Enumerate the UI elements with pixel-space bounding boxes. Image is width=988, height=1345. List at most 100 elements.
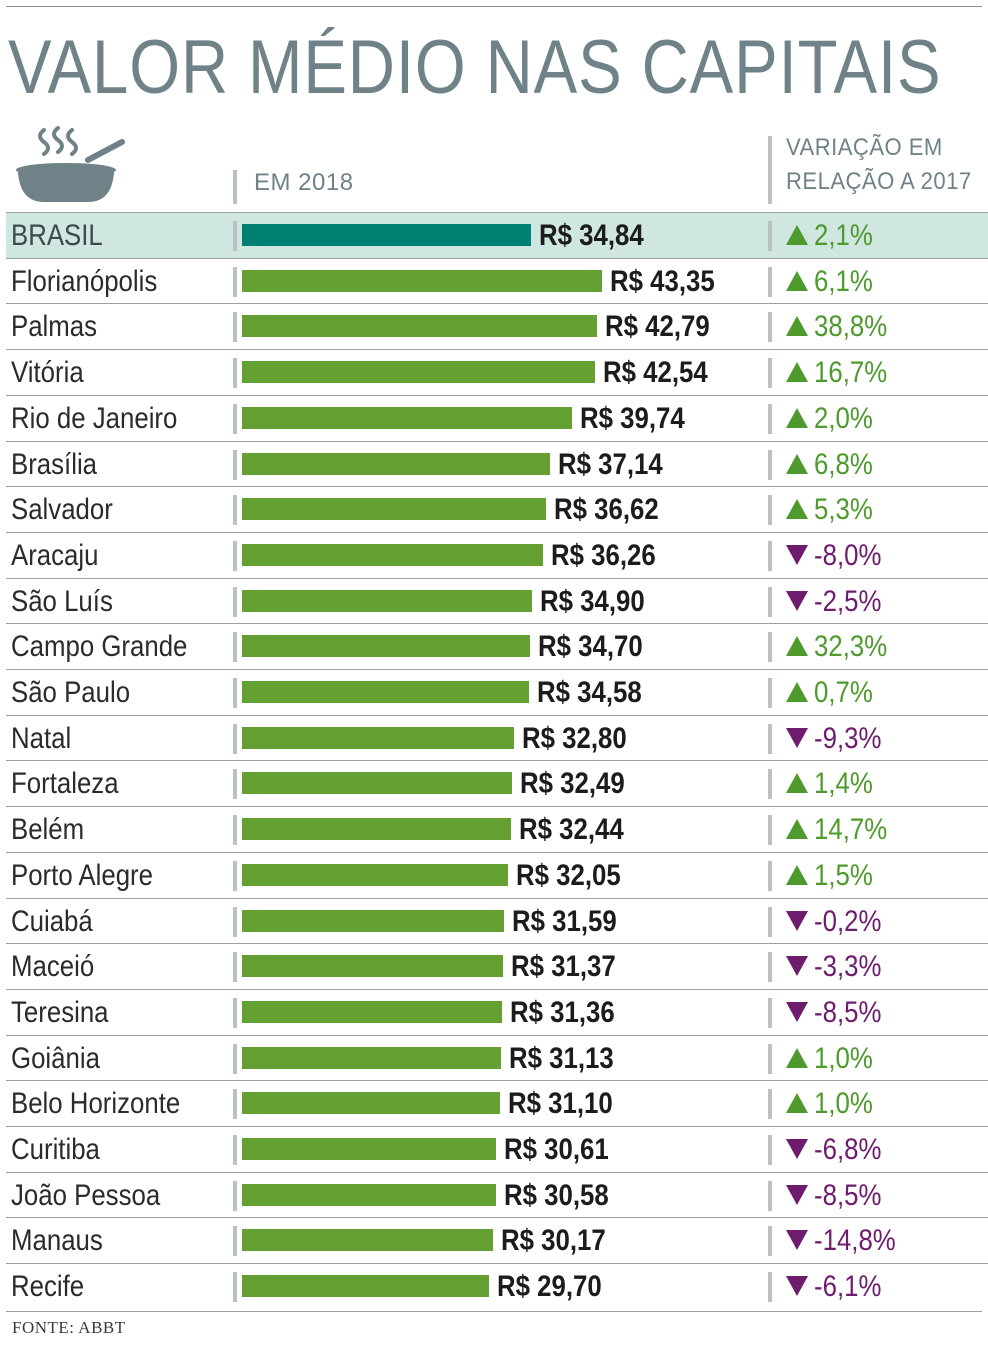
bar bbox=[242, 224, 532, 246]
category-label: Cuiabá bbox=[11, 904, 93, 938]
variation-label: 0,7% bbox=[814, 676, 873, 709]
table-row: Brasília R$ 37,14 6,8% bbox=[6, 440, 988, 487]
variation-label: -6,1% bbox=[814, 1270, 882, 1304]
category-label: Natal bbox=[11, 721, 72, 755]
bar bbox=[242, 818, 512, 841]
value-header-separator bbox=[233, 170, 237, 204]
triangle-down-icon bbox=[786, 1230, 808, 1251]
category-label: Salvador bbox=[11, 493, 113, 527]
triangle-down-icon bbox=[786, 727, 808, 748]
variation-label: -9,3% bbox=[814, 721, 882, 755]
triangle-up-icon bbox=[786, 316, 808, 337]
bar-value-label: R$ 36,26 bbox=[551, 538, 656, 572]
table-row: Cuiabá R$ 31,59 -0,2% bbox=[6, 897, 988, 944]
column-separator bbox=[768, 860, 772, 891]
bar bbox=[242, 909, 505, 932]
variation-header-separator bbox=[768, 136, 772, 204]
triangle-up-icon bbox=[786, 1093, 808, 1114]
column-separator bbox=[768, 586, 772, 617]
table-row: Manaus R$ 30,17 -14,8% bbox=[6, 1217, 988, 1263]
variation-label: 1,5% bbox=[814, 858, 873, 892]
column-separator bbox=[233, 540, 237, 571]
column-separator bbox=[233, 1226, 237, 1257]
category-label: Aracaju bbox=[11, 538, 99, 572]
bar-value-label: R$ 32,44 bbox=[519, 813, 625, 847]
column-separator bbox=[233, 403, 237, 434]
variation-label: 6,8% bbox=[814, 447, 873, 481]
column-separator bbox=[233, 723, 237, 754]
bar-value-label: R$ 37,14 bbox=[558, 447, 664, 481]
category-label: Belém bbox=[11, 813, 85, 847]
bar-value-label: R$ 32,05 bbox=[516, 858, 621, 892]
variation-label: 14,7% bbox=[814, 813, 888, 847]
column-separator bbox=[768, 906, 772, 937]
table-row: Recife R$ 29,70 -6,1% bbox=[6, 1263, 988, 1309]
triangle-up-icon bbox=[786, 453, 808, 474]
column-separator bbox=[233, 1180, 237, 1211]
column-separator bbox=[768, 723, 772, 754]
chart-title: VALOR MÉDIO NAS CAPITAIS bbox=[8, 25, 942, 110]
table-row: Aracaju R$ 36,26 -8,0% bbox=[6, 531, 988, 578]
table-row: Belo Horizonte R$ 31,10 1,0% bbox=[6, 1080, 988, 1126]
bar bbox=[242, 543, 544, 566]
table-row: Fortaleza R$ 32,49 1,4% bbox=[6, 760, 988, 806]
variation-column-header-line2: RELAÇÃO A 2017 bbox=[786, 168, 972, 195]
column-separator bbox=[768, 769, 772, 800]
variation-label: -8,5% bbox=[814, 995, 882, 1029]
bar bbox=[242, 726, 515, 749]
column-separator bbox=[768, 221, 772, 251]
bar-value-label: R$ 43,35 bbox=[610, 264, 715, 298]
category-label: São Luís bbox=[11, 584, 113, 618]
bar-value-label: R$ 34,58 bbox=[537, 676, 642, 709]
variation-label: 1,0% bbox=[814, 1087, 873, 1121]
triangle-up-icon bbox=[786, 225, 808, 245]
bar-value-label: R$ 34,70 bbox=[538, 630, 643, 664]
variation-label: -2,5% bbox=[814, 584, 882, 618]
bottom-rule bbox=[6, 1311, 982, 1312]
bar-value-label: R$ 31,59 bbox=[512, 904, 618, 938]
column-separator bbox=[768, 449, 772, 480]
table-row: Goiânia R$ 31,13 1,0% bbox=[6, 1034, 988, 1081]
category-label: Teresina bbox=[11, 995, 109, 1029]
bar bbox=[242, 452, 551, 475]
variation-label: 32,3% bbox=[814, 630, 888, 664]
column-separator bbox=[233, 266, 237, 297]
column-separator bbox=[233, 769, 237, 800]
variation-label: -14,8% bbox=[814, 1224, 896, 1258]
category-label: Campo Grande bbox=[11, 630, 188, 664]
column-separator bbox=[768, 495, 772, 526]
bar-value-label: R$ 30,58 bbox=[504, 1178, 609, 1212]
table-row: Curitiba R$ 30,61 -6,8% bbox=[6, 1126, 988, 1172]
bar bbox=[242, 955, 503, 978]
category-label: Florianópolis bbox=[11, 264, 158, 298]
column-separator bbox=[233, 860, 237, 891]
bar-value-label: R$ 30,61 bbox=[504, 1133, 609, 1166]
variation-label: -8,5% bbox=[814, 1178, 882, 1212]
bar-value-label: R$ 32,80 bbox=[522, 721, 628, 755]
column-separator bbox=[233, 449, 237, 480]
bar bbox=[242, 1229, 493, 1252]
bar-value-label: R$ 42,79 bbox=[605, 310, 711, 344]
triangle-up-icon bbox=[786, 636, 808, 657]
variation-label: 2,0% bbox=[814, 401, 873, 435]
column-separator bbox=[768, 540, 772, 571]
column-separator bbox=[768, 815, 772, 846]
category-label: Manaus bbox=[11, 1224, 103, 1258]
table-row: São Luís R$ 34,90 -2,5% bbox=[6, 577, 988, 624]
triangle-down-icon bbox=[786, 1276, 808, 1297]
triangle-down-icon bbox=[786, 910, 808, 931]
triangle-down-icon bbox=[786, 1139, 808, 1159]
bar-value-label: R$ 42,54 bbox=[603, 356, 709, 390]
table-row: Vitória R$ 42,54 16,7% bbox=[6, 349, 988, 395]
variation-label: 16,7% bbox=[814, 356, 888, 390]
column-separator bbox=[768, 403, 772, 434]
table-row: Salvador R$ 36,62 5,3% bbox=[6, 486, 988, 532]
bar bbox=[242, 1275, 489, 1298]
bar-value-label: R$ 31,36 bbox=[510, 995, 616, 1029]
bar bbox=[242, 498, 547, 521]
variation-label: -0,2% bbox=[814, 904, 882, 938]
bar bbox=[242, 635, 531, 658]
column-separator bbox=[233, 815, 237, 846]
triangle-up-icon bbox=[786, 499, 808, 520]
variation-label: 1,0% bbox=[814, 1041, 873, 1075]
